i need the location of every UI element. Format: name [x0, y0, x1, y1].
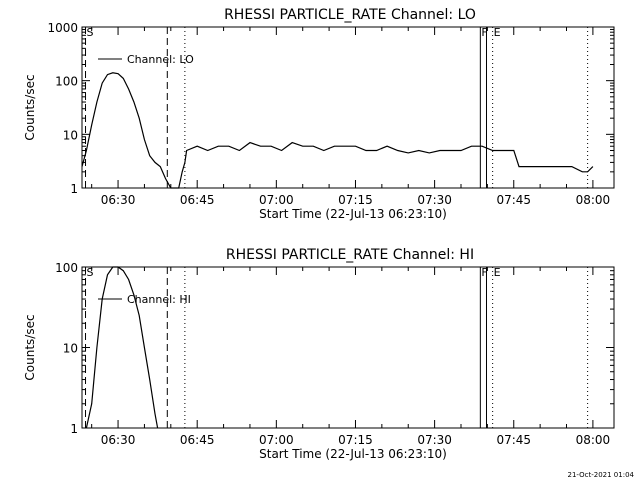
event-marker-label: S — [87, 266, 94, 279]
chart-title: RHESSI PARTICLE_RATE Channel: LO — [224, 7, 476, 23]
legend-label: Channel: HI — [127, 293, 191, 306]
event-marker-label: F — [481, 266, 487, 279]
x-tick-label: 06:45 — [180, 193, 215, 207]
y-tick-label: 1 — [70, 422, 78, 436]
y-tick-label: 1 — [70, 182, 78, 196]
y-tick-label: 1000 — [47, 21, 78, 35]
chart-title: RHESSI PARTICLE_RATE Channel: HI — [226, 247, 474, 263]
x-tick-label: 07:15 — [338, 433, 373, 447]
x-axis-label: Start Time (22-Jul-13 06:23:10) — [259, 447, 447, 461]
x-tick-label: 07:45 — [496, 193, 531, 207]
legend-label: Channel: LO — [127, 53, 194, 66]
y-tick-label: 100 — [55, 75, 78, 89]
event-marker-label: E — [494, 26, 501, 39]
x-tick-label: 08:00 — [576, 193, 611, 207]
x-tick-label: 07:00 — [259, 193, 294, 207]
x-tick-label: 07:45 — [496, 433, 531, 447]
panel-lo: RHESSI PARTICLE_RATE Channel: LO 06:30 06:… — [23, 7, 615, 221]
series-line — [81, 72, 594, 189]
x-tick-label: 07:30 — [417, 433, 452, 447]
plot-frame — [81, 26, 615, 189]
y-tick-label: 100 — [55, 261, 78, 275]
x-tick-label: 07:00 — [259, 433, 294, 447]
y-tick-label: 10 — [63, 342, 78, 356]
series-line — [85, 266, 159, 429]
plot-frame — [81, 266, 615, 429]
x-tick-label: 06:30 — [101, 193, 136, 207]
panel-hi: RHESSI PARTICLE_RATE Channel: HI 06:30 06:… — [23, 247, 615, 461]
event-marker-label: S — [87, 26, 94, 39]
x-tick-label: 06:45 — [180, 433, 215, 447]
event-marker-label: F — [481, 26, 487, 39]
x-tick-label: 08:00 — [576, 433, 611, 447]
y-axis-label: Counts/sec — [23, 74, 37, 140]
y-axis-label: Counts/sec — [23, 314, 37, 380]
x-tick-label: 07:30 — [417, 193, 452, 207]
x-tick-label: 06:30 — [101, 433, 136, 447]
footer-timestamp: 21-Oct-2021 01:04 — [567, 471, 634, 479]
y-tick-label: 10 — [63, 128, 78, 142]
x-axis-label: Start Time (22-Jul-13 06:23:10) — [259, 207, 447, 221]
event-marker-label: E — [494, 266, 501, 279]
x-tick-label: 07:15 — [338, 193, 373, 207]
